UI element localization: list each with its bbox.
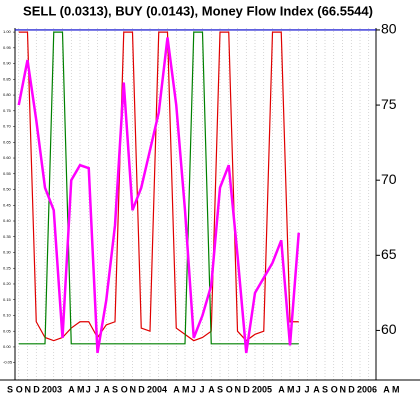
- y2-tick-label: 75: [381, 96, 397, 112]
- x-tick-label: M: [182, 384, 190, 394]
- x-tick-label: A: [173, 384, 180, 394]
- x-tick-label: S: [322, 384, 328, 394]
- y-tick-label: 0.05: [3, 328, 12, 333]
- y-tick-label: 0.75: [3, 108, 12, 113]
- y-tick-label: 0.10: [3, 313, 12, 318]
- x-tick-label: S: [112, 384, 118, 394]
- x-tick-label: O: [226, 384, 233, 394]
- x-tick-label: J: [200, 384, 205, 394]
- y2-tick-label: 70: [381, 171, 397, 187]
- x-tick-label: N: [25, 384, 32, 394]
- y-tick-label: 0.60: [3, 155, 12, 160]
- chart-title: SELL (0.0313), BUY (0.0143), Money Flow …: [23, 3, 373, 18]
- series-line: [18, 31, 299, 345]
- y-tick-label: 0.40: [3, 218, 12, 223]
- y-tick-label: 0.65: [3, 139, 12, 144]
- x-tick-label: A: [68, 384, 75, 394]
- x-tick-label: D: [138, 384, 145, 394]
- series-line: [18, 31, 299, 342]
- x-tick-label: N: [130, 384, 137, 394]
- x-tick-label: 2003: [42, 384, 62, 394]
- x-tick-label: D: [33, 384, 40, 394]
- x-tick-label: N: [340, 384, 347, 394]
- y-tick-label: -0.05: [3, 360, 13, 365]
- x-tick-label: J: [95, 384, 100, 394]
- x-tick-label: J: [191, 384, 196, 394]
- x-tick-label: O: [121, 384, 128, 394]
- y-tick-label: 0.50: [3, 187, 12, 192]
- y-tick-label: 1.00: [3, 29, 12, 34]
- y-tick-label: 0.70: [3, 124, 12, 129]
- x-tick-label: S: [7, 384, 13, 394]
- x-tick-label: A: [313, 384, 320, 394]
- y-tick-label: 0.00: [3, 344, 12, 349]
- x-tick-label: M: [77, 384, 85, 394]
- x-tick-label: O: [16, 384, 23, 394]
- x-tick-label: A: [278, 384, 285, 394]
- y-tick-label: 0.55: [3, 171, 12, 176]
- y2-tick-label: 80: [381, 21, 397, 37]
- y-tick-label: 0.35: [3, 234, 12, 239]
- x-tick-label: D: [243, 384, 250, 394]
- x-tick-label: D: [348, 384, 355, 394]
- x-tick-label: 2006: [357, 384, 377, 394]
- x-tick-label: O: [331, 384, 338, 394]
- series-line: [17, 37, 300, 354]
- x-tick-label: 2004: [147, 384, 167, 394]
- y-tick-label: 0.80: [3, 92, 12, 97]
- x-tick-label: M: [392, 384, 400, 394]
- y-tick-label: 0.15: [3, 297, 12, 302]
- y-tick-label: 0.45: [3, 202, 12, 207]
- y-tick-label: 0.30: [3, 250, 12, 255]
- y2-tick-label: 65: [381, 246, 397, 262]
- y-tick-label: 0.90: [3, 61, 12, 66]
- y2-tick-label: 60: [381, 321, 397, 337]
- x-tick-label: J: [86, 384, 91, 394]
- y-tick-label: 0.95: [3, 45, 12, 50]
- x-tick-label: M: [287, 384, 295, 394]
- y-tick-label: 0.25: [3, 265, 12, 270]
- x-tick-label: A: [383, 384, 390, 394]
- x-tick-label: N: [235, 384, 242, 394]
- x-tick-label: 2005: [252, 384, 272, 394]
- x-tick-label: S: [217, 384, 223, 394]
- x-tick-label: J: [296, 384, 301, 394]
- y-tick-label: 0.20: [3, 281, 12, 286]
- y-tick-label: 0.85: [3, 76, 12, 81]
- x-tick-label: J: [305, 384, 310, 394]
- x-tick-label: A: [208, 384, 215, 394]
- x-tick-label: A: [103, 384, 110, 394]
